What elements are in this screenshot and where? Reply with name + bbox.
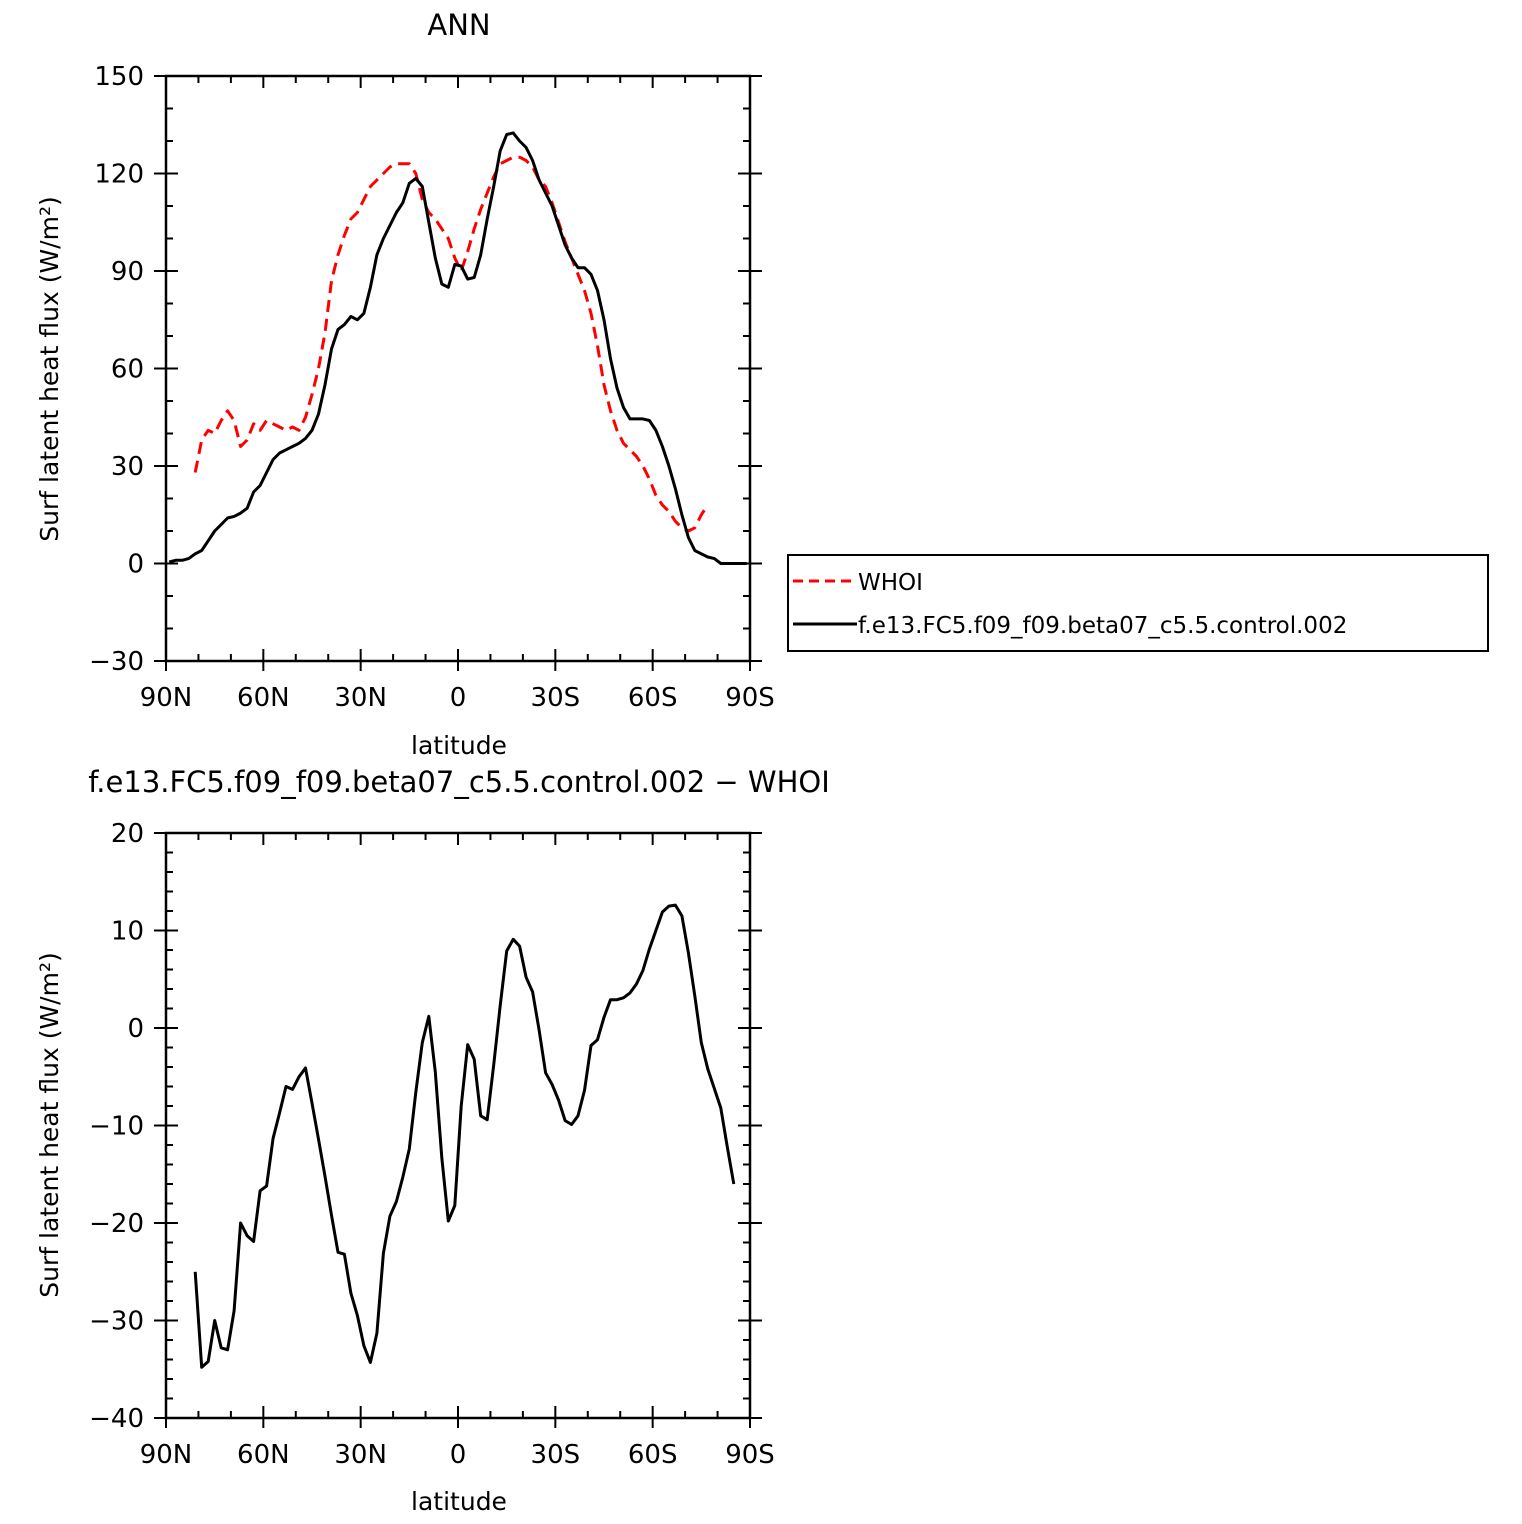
legend-label-whoi: WHOI [858, 570, 923, 596]
top-chart-series-line-1 [168, 131, 747, 565]
top-chart-y-tick-label: 120 [94, 160, 144, 190]
bottom-chart-y-tick-label: −20 [89, 1209, 144, 1239]
legend: WHOI f.e13.FC5.f09_f09.beta07_c5.5.contr… [787, 554, 1489, 652]
bottom-chart-series [193, 903, 736, 1369]
top-line-chart: ANN 90N 60N 30N 0 30S 60S 90S1501209060300−30 … [35, 8, 775, 760]
bottom-chart-frame [164, 831, 752, 1420]
top-chart-y-tick-label: 30 [111, 452, 144, 482]
top-chart-series [168, 131, 747, 565]
top-chart-x-tick-label: 60N [237, 683, 290, 713]
top-chart-frame [164, 74, 752, 663]
top-chart-x-tick-label: 90S [725, 683, 775, 713]
top-chart-x-tick-label: 30S [531, 683, 581, 713]
bottom-chart-series-line-0 [193, 903, 736, 1369]
legend-label-model: f.e13.FC5.f09_f09.beta07_c5.5.control.00… [858, 613, 1347, 639]
top-chart-title: ANN [427, 8, 490, 42]
bottom-chart-x-tick-label: 0 [450, 1440, 467, 1470]
top-chart-y-tick-label: 150 [94, 62, 144, 92]
top-chart-ticks: 90N 60N 30N 0 30S 60S 90S 150 120 90 60 30 0 −30 [89, 62, 775, 713]
top-chart-y-tick-label: 0 [127, 550, 144, 580]
top-chart-y-tick-label: 90 [111, 257, 144, 287]
top-chart-axes [164, 74, 752, 663]
bottom-chart-y-tick-label: 20 [111, 819, 144, 849]
bottom-chart-axes [164, 831, 752, 1420]
bottom-chart-x-tick-label: 60N [237, 1440, 290, 1470]
top-chart-y-axis-title: Surf latent heat flux (W/m²) [35, 196, 64, 541]
bottom-chart-y-tick-label: −10 [89, 1112, 144, 1142]
bottom-chart-y-tick-label: 0 [127, 1014, 144, 1044]
bottom-chart-x-tick-label: 90N [140, 1440, 193, 1470]
bottom-chart-title: f.e13.FC5.f09_f09.beta07_c5.5.control.00… [88, 765, 830, 799]
top-chart-x-tick-label: 30N [334, 683, 387, 713]
top-chart-series-line-0 [193, 155, 710, 533]
top-chart-x-tick-label: 90N [140, 683, 193, 713]
bottom-chart-y-axis-title: Surf latent heat flux (W/m²) [35, 952, 64, 1297]
bottom-chart-x-axis-title: latitude [411, 1487, 507, 1516]
bottom-chart-x-tick-label: 30N [334, 1440, 387, 1470]
top-chart-y-tick-label: 60 [111, 355, 144, 385]
bottom-chart-y-tick-label: 10 [111, 917, 144, 947]
bottom-chart-x-tick-label: 90S [725, 1440, 775, 1470]
bottom-chart-x-tick-label: 60S [628, 1440, 678, 1470]
legend-box [787, 554, 1489, 652]
top-chart-y-tick-label: −30 [89, 647, 144, 677]
bottom-line-chart: f.e13.FC5.f09_f09.beta07_c5.5.control.00… [35, 765, 830, 1516]
bottom-chart-ticks: 90N 60N 30N 0 30S 60S 90S 20 10 0 −10 −20 −30 −40 [89, 819, 775, 1470]
top-chart-x-axis-title: latitude [411, 731, 507, 760]
bottom-chart-y-tick-label: −30 [89, 1307, 144, 1337]
bottom-chart-x-tick-label: 30S [531, 1440, 581, 1470]
top-chart-x-tick-label: 0 [450, 683, 467, 713]
bottom-chart-y-tick-label: −40 [89, 1404, 144, 1434]
top-chart-x-tick-label: 60S [628, 683, 678, 713]
